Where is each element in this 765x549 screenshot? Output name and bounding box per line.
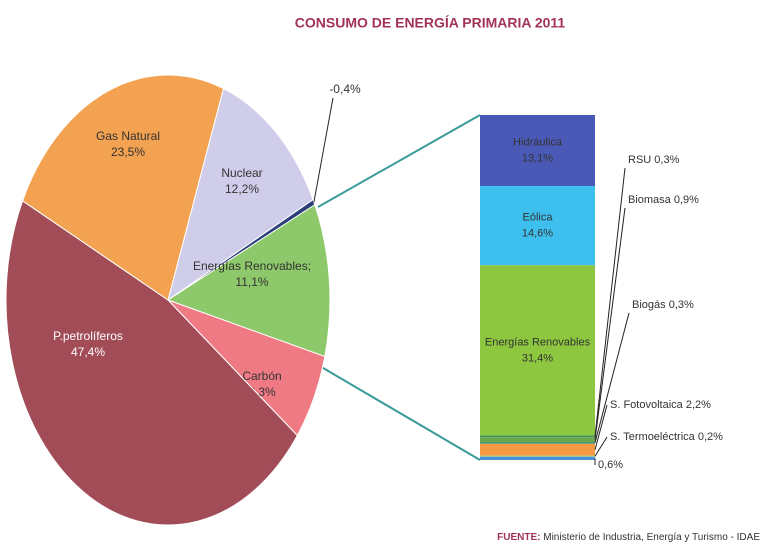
segment-value: 0,2% [698, 431, 723, 443]
slice-value: 47,4% [71, 345, 105, 359]
segment-label: Biogás 0,3% [632, 299, 694, 311]
leader-line [594, 312, 630, 444]
bar-segment [480, 456, 595, 460]
slice-label: Energías Renovables; 11,1% [193, 259, 311, 289]
bar-segment [480, 435, 595, 438]
leader-line [594, 436, 608, 457]
segment-value: 0,3% [654, 154, 679, 166]
bar-segment [480, 265, 595, 436]
slice-label: P.petrolíferos 47,4% [53, 329, 123, 359]
segment-category: RSU [628, 154, 651, 166]
slice-label: -0,4% [329, 82, 361, 96]
pie-slice [167, 87, 314, 302]
segment-label: Hidráulica 13,1% [513, 136, 563, 164]
segment-value: 2,2% [686, 399, 711, 411]
leader-line [594, 404, 608, 450]
segment-category: S. Fotovoltaica [610, 399, 684, 411]
pie-slice [5, 200, 298, 526]
bar-segment [480, 455, 595, 457]
segment-value: 13,1% [522, 152, 553, 164]
slice-value: 23,5% [111, 145, 145, 159]
segment-label: 0,6% [598, 459, 623, 471]
segment-value: 14,6% [522, 228, 553, 240]
segment-label: S. Termoeléctrica 0,2% [610, 431, 723, 443]
leader-line [594, 167, 626, 437]
segment-category: Energías Renovables [485, 336, 591, 348]
bar-segment [480, 443, 595, 456]
segment-label: Biomasa 0,9% [628, 194, 699, 206]
bar-segment [480, 437, 595, 443]
slice-category: Energías Renovables; [193, 259, 311, 273]
slice-category: Carbón [242, 369, 281, 383]
segment-label: Energías Renovables 31,4% [485, 336, 591, 364]
segment-label: S. Fotovoltaica 2,2% [610, 399, 711, 411]
segment-value: 31,4% [522, 352, 553, 364]
slice-value: -0,4% [329, 82, 361, 96]
segment-category: Eólica [523, 212, 554, 224]
leader-line [313, 97, 334, 203]
slice-label: Gas Natural 23,5% [96, 129, 160, 159]
slice-category: Nuclear [221, 166, 262, 180]
connector-line [317, 364, 481, 461]
segment-label: RSU 0,3% [628, 154, 680, 166]
connector-line [317, 114, 481, 208]
bar-segment [480, 442, 595, 444]
source-text: Ministerio de Industria, Energía y Turis… [543, 532, 760, 543]
pie-slice [21, 74, 224, 301]
segment-category: Biomasa [628, 194, 672, 206]
segment-value: 0,3% [669, 299, 694, 311]
pie-slice [166, 203, 331, 358]
segment-category: Hidráulica [513, 136, 563, 148]
leader-line [594, 207, 626, 440]
segment-value: 0,6% [598, 459, 623, 471]
segment-category: Biogás [632, 299, 666, 311]
source-label: FUENTE: [497, 532, 540, 543]
slice-category: P.petrolíferos [53, 329, 123, 343]
slice-category: Gas Natural [96, 129, 160, 143]
segment-label: Eólica 14,6% [522, 212, 553, 240]
slice-label: Nuclear 12,2% [221, 166, 262, 196]
bar-segment [480, 115, 595, 187]
segment-value: 0,9% [674, 194, 699, 206]
segment-category: S. Termoeléctrica [610, 431, 696, 443]
bar-segment [480, 186, 595, 266]
slice-value: 11,1% [235, 275, 268, 289]
slice-value: 12,2% [225, 182, 259, 196]
source: FUENTE: Ministerio de Industria, Energía… [497, 532, 760, 543]
chart-title: CONSUMO DE ENERGÍA PRIMARIA 2011 [295, 15, 566, 31]
